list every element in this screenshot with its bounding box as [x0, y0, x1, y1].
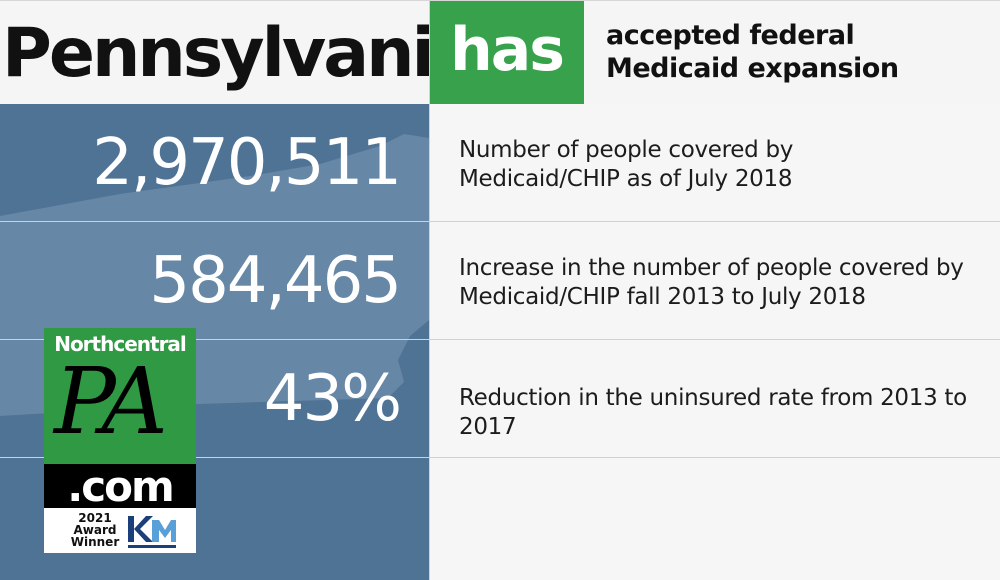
state-name: Pennsylvania [2, 13, 478, 93]
stat-description-line: Medicaid/CHIP as of July 2018 [459, 166, 793, 192]
northcentralpa-logo[interactable]: Northcentral PA .com 2021 Award Winner [44, 328, 196, 553]
stat-description-increase: Increase in the number of people covered… [459, 254, 999, 312]
award-line-1: Award [73, 523, 117, 537]
logo-brand-top: Northcentral [54, 332, 187, 356]
stat-value-uninsured: 43% [263, 362, 402, 436]
stat-description-line: Increase in the number of people covered… [459, 255, 964, 281]
row-divider [0, 221, 1000, 222]
logo-brand-suffix: .com [44, 462, 196, 511]
header-bar: Pennsylvania has accepted federal Medica… [0, 0, 1000, 105]
stat-description-line: Number of people covered by [459, 137, 794, 163]
status-badge: has [429, 1, 584, 105]
award-text: 2021 Award Winner [60, 512, 130, 548]
logo-brand-big: PA [54, 348, 168, 455]
column-divider [429, 0, 430, 580]
award-badge: 2021 Award Winner [44, 508, 196, 553]
award-year: 2021 [78, 511, 112, 525]
logo-green-block: Northcentral PA [44, 328, 196, 464]
stat-description-covered: Number of people covered by Medicaid/CHI… [459, 136, 999, 194]
stat-description-line: Medicaid/CHIP fall 2013 to July 2018 [459, 284, 866, 310]
stat-description-uninsured: Reduction in the uninsured rate from 201… [459, 384, 999, 442]
award-line-2: Winner [70, 535, 120, 549]
stat-value-covered: 2,970,511 [92, 126, 402, 200]
status-line-1: accepted federal [606, 20, 855, 51]
status-description: accepted federal Medicaid expansion [606, 19, 996, 85]
stat-description-line: Reduction in the uninsured rate from 201… [459, 385, 967, 440]
row-divider [0, 457, 1000, 458]
row-divider [0, 339, 1000, 340]
status-line-2: Medicaid expansion [606, 53, 899, 84]
stats-description-panel [430, 104, 1000, 580]
award-emblem-icon [128, 516, 176, 548]
stat-value-increase: 584,465 [149, 244, 402, 318]
